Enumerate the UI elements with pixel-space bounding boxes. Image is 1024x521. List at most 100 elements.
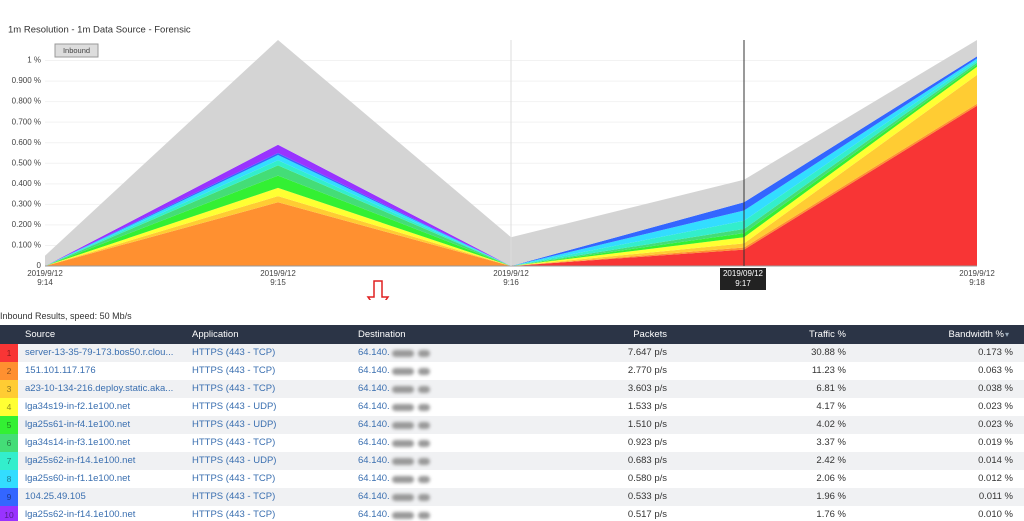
packets: 7.647 p/s — [627, 347, 667, 358]
destination[interactable]: 64.140. — [358, 437, 390, 448]
destination[interactable]: 64.140. — [358, 509, 390, 520]
destination[interactable]: 64.140. — [358, 455, 390, 466]
destination[interactable]: 64.140. — [358, 347, 390, 358]
row-index: 6 — [0, 434, 18, 452]
packets: 0.580 p/s — [627, 473, 667, 484]
redaction — [418, 404, 430, 411]
source[interactable]: lga25s60-in-f1.1e100.net — [25, 473, 131, 484]
sort-icon: ▾ — [1005, 330, 1010, 339]
y-tick-label: 0.900 % — [12, 76, 41, 85]
y-tick-label: 0.700 % — [12, 117, 41, 126]
table-row: 3 a23-10-134-216.deploy.static.aka... HTTP… — [0, 380, 1024, 398]
source[interactable]: lga25s62-in-f14.1e100.net — [25, 455, 136, 466]
destination[interactable]: 64.140. — [358, 401, 390, 412]
application[interactable]: HTTPS (443 - TCP) — [192, 347, 276, 358]
application[interactable]: HTTPS (443 - TCP) — [192, 383, 276, 394]
y-tick-label: 0.200 % — [12, 220, 41, 229]
column-header[interactable]: Traffic % — [809, 329, 846, 340]
bandwidth: 0.010 % — [978, 509, 1013, 520]
table-row: 5 lga25s61-in-f4.1e100.net HTTPS (443 - UD… — [0, 416, 1024, 434]
redaction — [392, 404, 414, 411]
packets: 1.510 p/s — [627, 419, 667, 430]
column-header[interactable]: Destination — [358, 329, 406, 340]
source[interactable]: lga34s14-in-f3.1e100.net — [25, 437, 131, 448]
y-tick-label: 0.400 % — [12, 179, 41, 188]
row-index: 1 — [0, 344, 18, 362]
table-row: 2 151.101.117.176 HTTPS (443 - TCP) 64.140.… — [0, 362, 1024, 380]
column-header[interactable]: Source — [25, 329, 56, 340]
chart: 1m Resolution - 1m Data Source - Forensi… — [8, 25, 977, 300]
redaction — [392, 350, 414, 357]
application[interactable]: HTTPS (443 - TCP) — [192, 437, 276, 448]
table-row: 1 server-13-35-79-173.bos50.r.clou... HTTP… — [0, 344, 1024, 362]
destination[interactable]: 64.140. — [358, 473, 390, 484]
application[interactable]: HTTPS (443 - UDP) — [192, 419, 277, 430]
area — [45, 103, 977, 266]
redaction — [418, 440, 430, 447]
x-tick-label: 2019/9/12 9:14 — [27, 269, 63, 287]
destination[interactable]: 64.140. — [358, 491, 390, 502]
arrow — [366, 280, 390, 300]
table-row: 7 lga25s62-in-f14.1e100.net HTTPS (443 - U… — [0, 452, 1024, 470]
y-tick-label: 0.500 % — [12, 158, 41, 167]
application[interactable]: HTTPS (443 - TCP) — [192, 509, 276, 520]
bandwidth: 0.011 % — [978, 491, 1013, 502]
bandwidth: 0.038 % — [978, 383, 1013, 394]
table-row: 8 lga25s60-in-f1.1e100.net HTTPS (443 - TC… — [0, 470, 1024, 488]
row-index: 2 — [0, 362, 18, 380]
redaction — [418, 422, 430, 429]
application[interactable]: HTTPS (443 - UDP) — [192, 401, 277, 412]
column-header[interactable]: Bandwidth % — [948, 329, 1004, 340]
bandwidth: 0.063 % — [978, 365, 1013, 376]
y-tick-label: 0.600 % — [12, 138, 41, 147]
packets: 0.533 p/s — [627, 491, 667, 502]
y-tick-label: 0.300 % — [12, 199, 41, 208]
source[interactable]: lga34s19-in-f2.1e100.net — [25, 401, 131, 412]
row-index: 3 — [0, 380, 18, 398]
source[interactable]: server-13-35-79-173.bos50.r.clou... — [25, 347, 174, 358]
x-tick-label: 2019/9/12 9:15 — [260, 269, 296, 287]
redaction — [418, 368, 430, 375]
application[interactable]: HTTPS (443 - TCP) — [192, 473, 276, 484]
y-tick-label: 0.800 % — [12, 97, 41, 106]
redaction — [418, 512, 430, 519]
redaction — [418, 494, 430, 501]
packets: 0.683 p/s — [627, 455, 667, 466]
source[interactable]: 151.101.117.176 — [25, 365, 96, 376]
toggle-button[interactable] — [54, 43, 99, 58]
traffic: 2.42 % — [816, 455, 846, 466]
traffic: 3.37 % — [816, 437, 846, 448]
results-table: Source Application Destination Packets Traff… — [0, 325, 1024, 521]
redaction — [392, 422, 414, 429]
application[interactable]: HTTPS (443 - TCP) — [192, 365, 276, 376]
packets: 2.770 p/s — [627, 365, 667, 376]
toggle-label[interactable]: Inbound — [63, 46, 90, 55]
traffic: 1.76 % — [816, 509, 846, 520]
source[interactable]: lga25s61-in-f4.1e100.net — [25, 419, 131, 430]
source[interactable]: 104.25.49.105 — [25, 491, 86, 502]
application[interactable]: HTTPS (443 - TCP) — [192, 491, 276, 502]
destination[interactable]: 64.140. — [358, 419, 390, 430]
bandwidth: 0.014 % — [978, 455, 1013, 466]
traffic: 2.06 % — [816, 473, 846, 484]
bandwidth: 0.173 % — [978, 347, 1013, 358]
destination[interactable]: 64.140. — [358, 365, 390, 376]
redaction — [418, 386, 430, 393]
column-header[interactable]: Packets — [633, 329, 667, 340]
column-header[interactable]: Application — [192, 329, 239, 340]
source[interactable]: lga25s62-in-f14.1e100.net — [25, 509, 136, 520]
packets: 0.517 p/s — [627, 509, 667, 520]
destination[interactable]: 64.140. — [358, 383, 390, 394]
traffic: 1.96 % — [816, 491, 846, 502]
redaction — [392, 440, 414, 447]
packets: 3.603 p/s — [627, 383, 667, 394]
redaction — [418, 476, 430, 483]
packets: 0.923 p/s — [627, 437, 667, 448]
redaction — [392, 476, 414, 483]
table-row: 10 lga25s62-in-f14.1e100.net HTTPS (443 - … — [0, 506, 1024, 521]
traffic: 30.88 % — [811, 347, 846, 358]
application[interactable]: HTTPS (443 - UDP) — [192, 455, 277, 466]
source[interactable]: a23-10-134-216.deploy.static.aka... — [25, 383, 174, 394]
row-index: 9 — [0, 488, 18, 506]
